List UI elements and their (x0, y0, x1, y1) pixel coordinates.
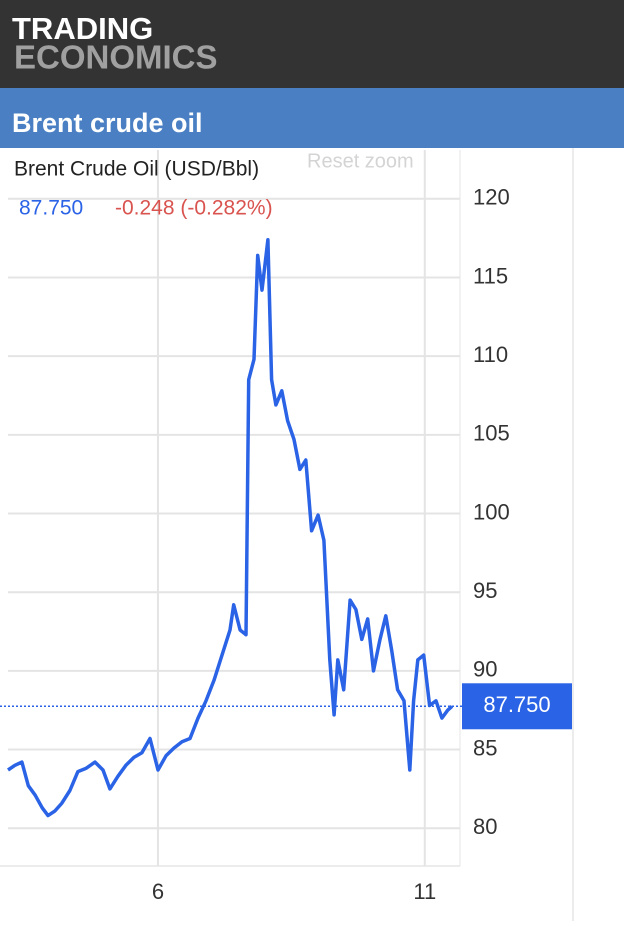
reset-zoom[interactable]: Reset zoom (307, 150, 414, 172)
last-value: 87.750 (19, 197, 83, 220)
y-tick-label: 105 (473, 421, 510, 446)
y-tick-label: 100 (473, 499, 510, 524)
y-tick-label: 90 (473, 657, 497, 682)
y-tick-label: 120 (473, 185, 510, 210)
chart-title: Brent Crude Oil (USD/Bbl) (14, 158, 259, 181)
brand-top: TRADING (12, 11, 153, 46)
change: -0.248 (-0.282%) (115, 197, 273, 220)
brand-bottom: ECONOMICS (14, 39, 218, 76)
y-tick-label: 85 (473, 735, 497, 760)
x-tick-label: 6 (152, 879, 164, 904)
last-price-label: 87.750 (483, 692, 550, 717)
price-line (7, 237, 454, 818)
plot (7, 150, 460, 866)
y-tick-label: 115 (473, 263, 508, 288)
x-tick-label: 11 (413, 879, 436, 904)
page-title: Brent crude oil (12, 108, 203, 138)
y-tick-label: 110 (473, 342, 508, 367)
title-bar (0, 88, 624, 148)
last-price-box (462, 683, 572, 730)
y-tick-label: 95 (473, 578, 497, 603)
y-tick-label: 80 (473, 814, 497, 839)
header-bar (0, 0, 624, 88)
